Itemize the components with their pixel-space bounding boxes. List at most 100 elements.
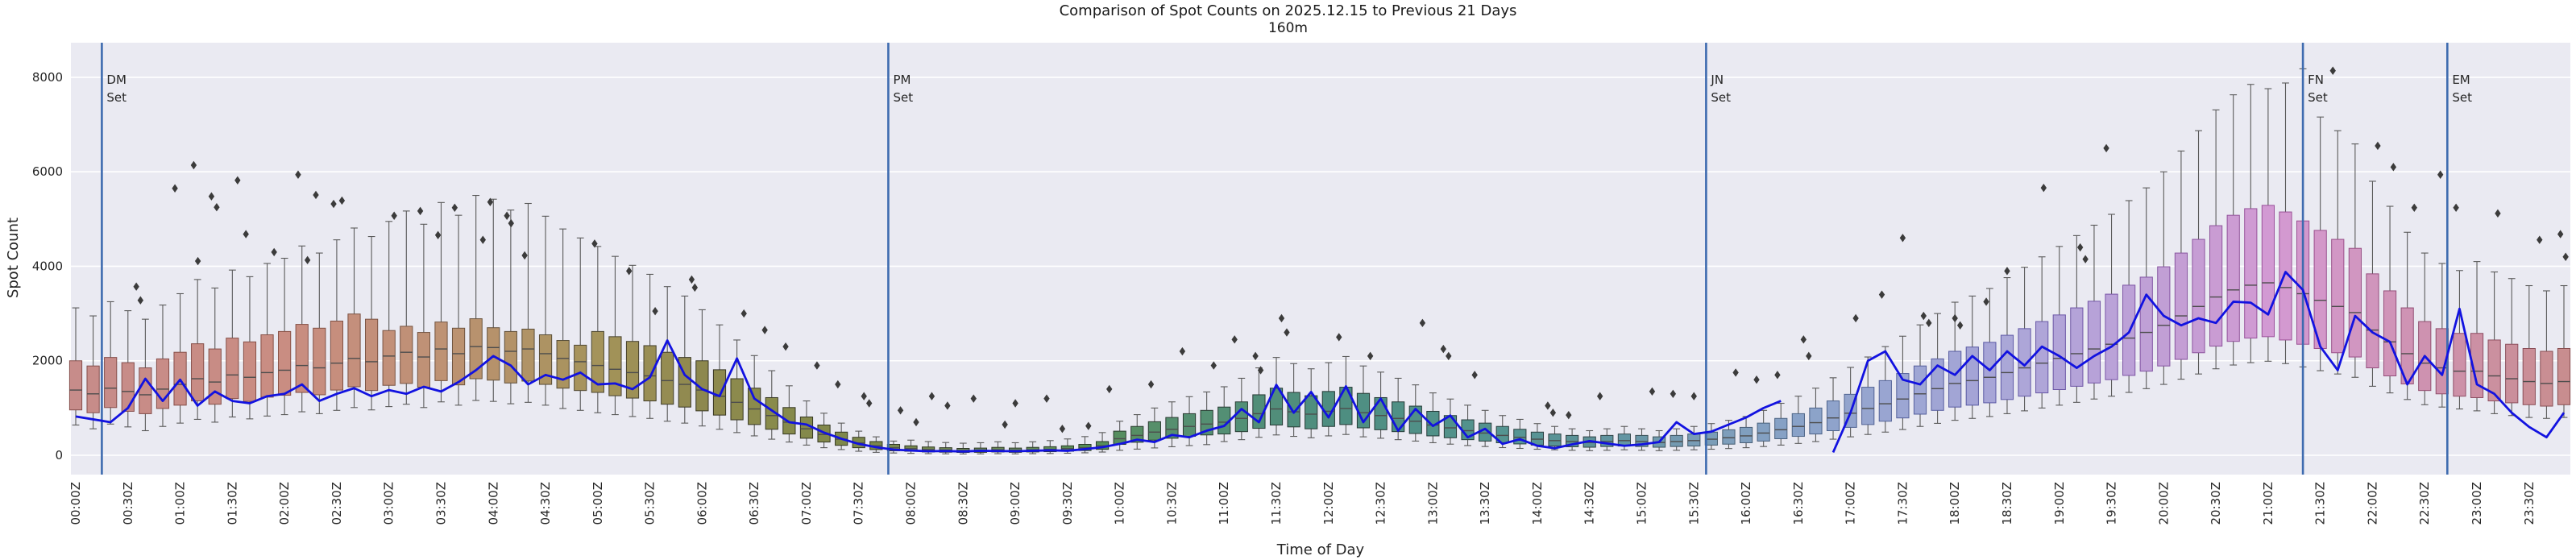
box xyxy=(2052,314,2066,391)
box xyxy=(2470,333,2484,398)
box-bin xyxy=(574,237,587,411)
chart-title: Comparison of Spot Counts on 2025.12.15 … xyxy=(1059,2,1517,19)
x-tick-label: 16:00Z xyxy=(1739,482,1753,525)
x-tick-label: 20:30Z xyxy=(2209,482,2223,525)
box xyxy=(538,334,553,385)
outlier-diamond xyxy=(1446,351,1452,361)
outlier-diamond xyxy=(626,267,633,276)
box-bin xyxy=(2105,214,2118,397)
box xyxy=(278,330,292,396)
box xyxy=(191,343,205,402)
outlier-diamond xyxy=(1085,421,1092,430)
outlier-diamond xyxy=(928,392,935,400)
box xyxy=(1913,365,1927,415)
outlier-diamond xyxy=(208,192,215,201)
outlier-diamond xyxy=(740,309,747,318)
box-bin xyxy=(608,255,622,416)
outlier-diamond xyxy=(295,170,301,179)
outlier-diamond xyxy=(1012,399,1018,408)
box-bin xyxy=(1147,407,1161,449)
box xyxy=(2505,343,2519,404)
box-bin xyxy=(1269,357,1284,436)
box xyxy=(661,351,674,405)
outlier-diamond xyxy=(1106,384,1113,394)
vline-label-jn-set: Set xyxy=(1711,90,1731,105)
box xyxy=(1739,426,1753,443)
outlier-diamond xyxy=(190,160,197,170)
x-tick-label: 11:00Z xyxy=(1217,482,1231,525)
outlier-diamond xyxy=(2411,203,2417,212)
box-bin xyxy=(1670,428,1683,451)
outlier-diamond xyxy=(2495,209,2501,218)
x-tick-label: 21:00Z xyxy=(2261,482,2275,525)
outlier-diamond xyxy=(2537,235,2543,244)
outlier-diamond xyxy=(1231,335,1238,344)
box-bin xyxy=(2453,270,2466,410)
box-bin xyxy=(365,235,379,411)
box xyxy=(2522,347,2536,405)
box xyxy=(1861,387,1875,425)
box-bin xyxy=(2018,267,2031,412)
vline-label-dm-set: DM xyxy=(106,73,127,87)
x-tick-label: 14:00Z xyxy=(1530,482,1545,525)
y-tick-label: 2000 xyxy=(32,354,63,368)
box xyxy=(574,344,587,392)
outlier-diamond xyxy=(508,218,514,228)
box-bin xyxy=(382,221,396,408)
x-axis-label: Time of Day xyxy=(1276,541,1365,558)
x-tick-label: 21:30Z xyxy=(2313,482,2328,525)
outlier-diamond xyxy=(1284,328,1290,337)
box xyxy=(2261,205,2275,338)
box xyxy=(730,378,744,421)
box xyxy=(2487,339,2501,402)
box-bin xyxy=(451,214,466,406)
box xyxy=(782,407,796,435)
box xyxy=(2192,239,2205,354)
box-bin xyxy=(2209,109,2223,370)
outlier-diamond xyxy=(1002,420,1008,429)
vline-label-fn-set: FN xyxy=(2308,73,2324,87)
x-tick-label: 02:00Z xyxy=(277,482,292,525)
today-line xyxy=(75,339,1782,453)
box xyxy=(1983,342,1997,404)
x-tick-label: 01:30Z xyxy=(225,482,239,525)
box xyxy=(2105,293,2118,380)
box-bin xyxy=(86,315,100,429)
box-bin xyxy=(2487,271,2501,414)
outlier-diamond xyxy=(1147,380,1155,389)
outlier-diamond xyxy=(835,380,841,389)
box-bin xyxy=(2522,284,2536,418)
x-tick-label: 15:30Z xyxy=(1686,482,1701,525)
outlier-diamond xyxy=(866,399,873,408)
box-bin xyxy=(712,324,727,430)
outlier-diamond xyxy=(1920,311,1927,321)
box-bin xyxy=(1791,396,1805,444)
box-bin xyxy=(538,215,553,406)
box-bin xyxy=(469,194,483,401)
x-tick-label: 05:00Z xyxy=(591,482,605,525)
box xyxy=(1931,358,1944,411)
box xyxy=(121,362,135,412)
outlier-diamond xyxy=(1649,387,1656,396)
outlier-diamond xyxy=(504,211,510,220)
outlier-diamond xyxy=(1471,371,1478,380)
outlier-diamond xyxy=(1852,313,1859,323)
x-tick-label: 07:00Z xyxy=(799,482,814,525)
outlier-diamond xyxy=(214,202,220,212)
box xyxy=(1948,351,1962,408)
outlier-diamond xyxy=(1043,394,1050,403)
box-bin xyxy=(1931,313,1944,424)
outlier-diamond xyxy=(2437,170,2444,179)
box xyxy=(625,341,640,399)
box xyxy=(2331,239,2345,354)
x-tick-label: 17:30Z xyxy=(1895,482,1910,525)
box xyxy=(2557,347,2571,405)
box xyxy=(2209,225,2223,347)
outlier-diamond xyxy=(479,235,487,244)
box xyxy=(1305,395,1318,429)
x-tick-label: 16:30Z xyxy=(1791,482,1806,525)
box xyxy=(2453,333,2466,397)
box-bin xyxy=(1774,402,1788,446)
outlier-diamond xyxy=(1952,313,1958,323)
